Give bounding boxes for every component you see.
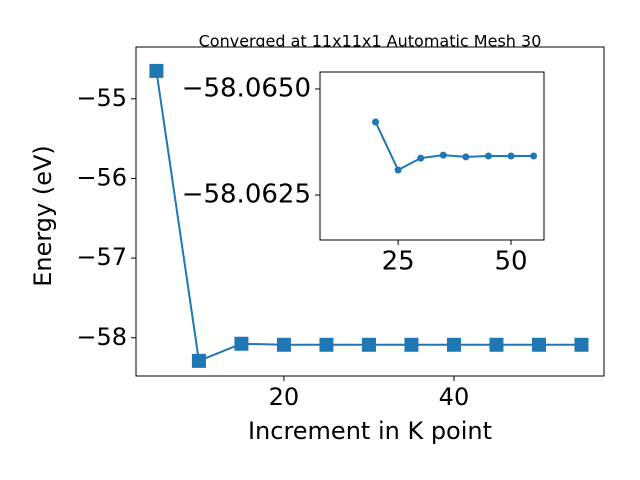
marker	[361, 337, 376, 352]
y-axis-label: Energy (eV)	[29, 145, 57, 287]
x-tick-label: 25	[382, 247, 415, 277]
x-tick-label: 40	[439, 383, 470, 411]
marker	[191, 353, 206, 368]
marker	[319, 337, 334, 352]
x-tick-label: 20	[269, 383, 300, 411]
line	[374, 121, 534, 172]
x-tick-label: 50	[494, 247, 527, 277]
y-tick-label: −58	[76, 323, 127, 351]
y-tick-label: −57	[76, 243, 127, 271]
marker	[276, 337, 291, 352]
y-tick-label: −55	[76, 84, 127, 112]
marker	[149, 63, 164, 78]
marker	[394, 166, 402, 174]
marker	[417, 154, 425, 162]
marker	[531, 337, 546, 352]
marker	[489, 337, 504, 352]
marker	[574, 337, 589, 352]
marker	[372, 118, 380, 126]
marker	[234, 336, 249, 351]
marker	[462, 153, 470, 161]
x-axis-label: Increment in K point	[248, 417, 492, 445]
marker	[530, 152, 538, 160]
y-tick-label: −58.0625	[182, 180, 311, 210]
chart-title: Converged at 11x11x1 Automatic Mesh 30	[199, 32, 542, 51]
marker	[446, 337, 461, 352]
marker	[439, 151, 447, 159]
marker	[484, 152, 492, 160]
marker	[507, 152, 515, 160]
y-tick-label: −56	[76, 163, 127, 191]
y-tick-label: −58.0650	[182, 73, 311, 103]
marker	[404, 337, 419, 352]
